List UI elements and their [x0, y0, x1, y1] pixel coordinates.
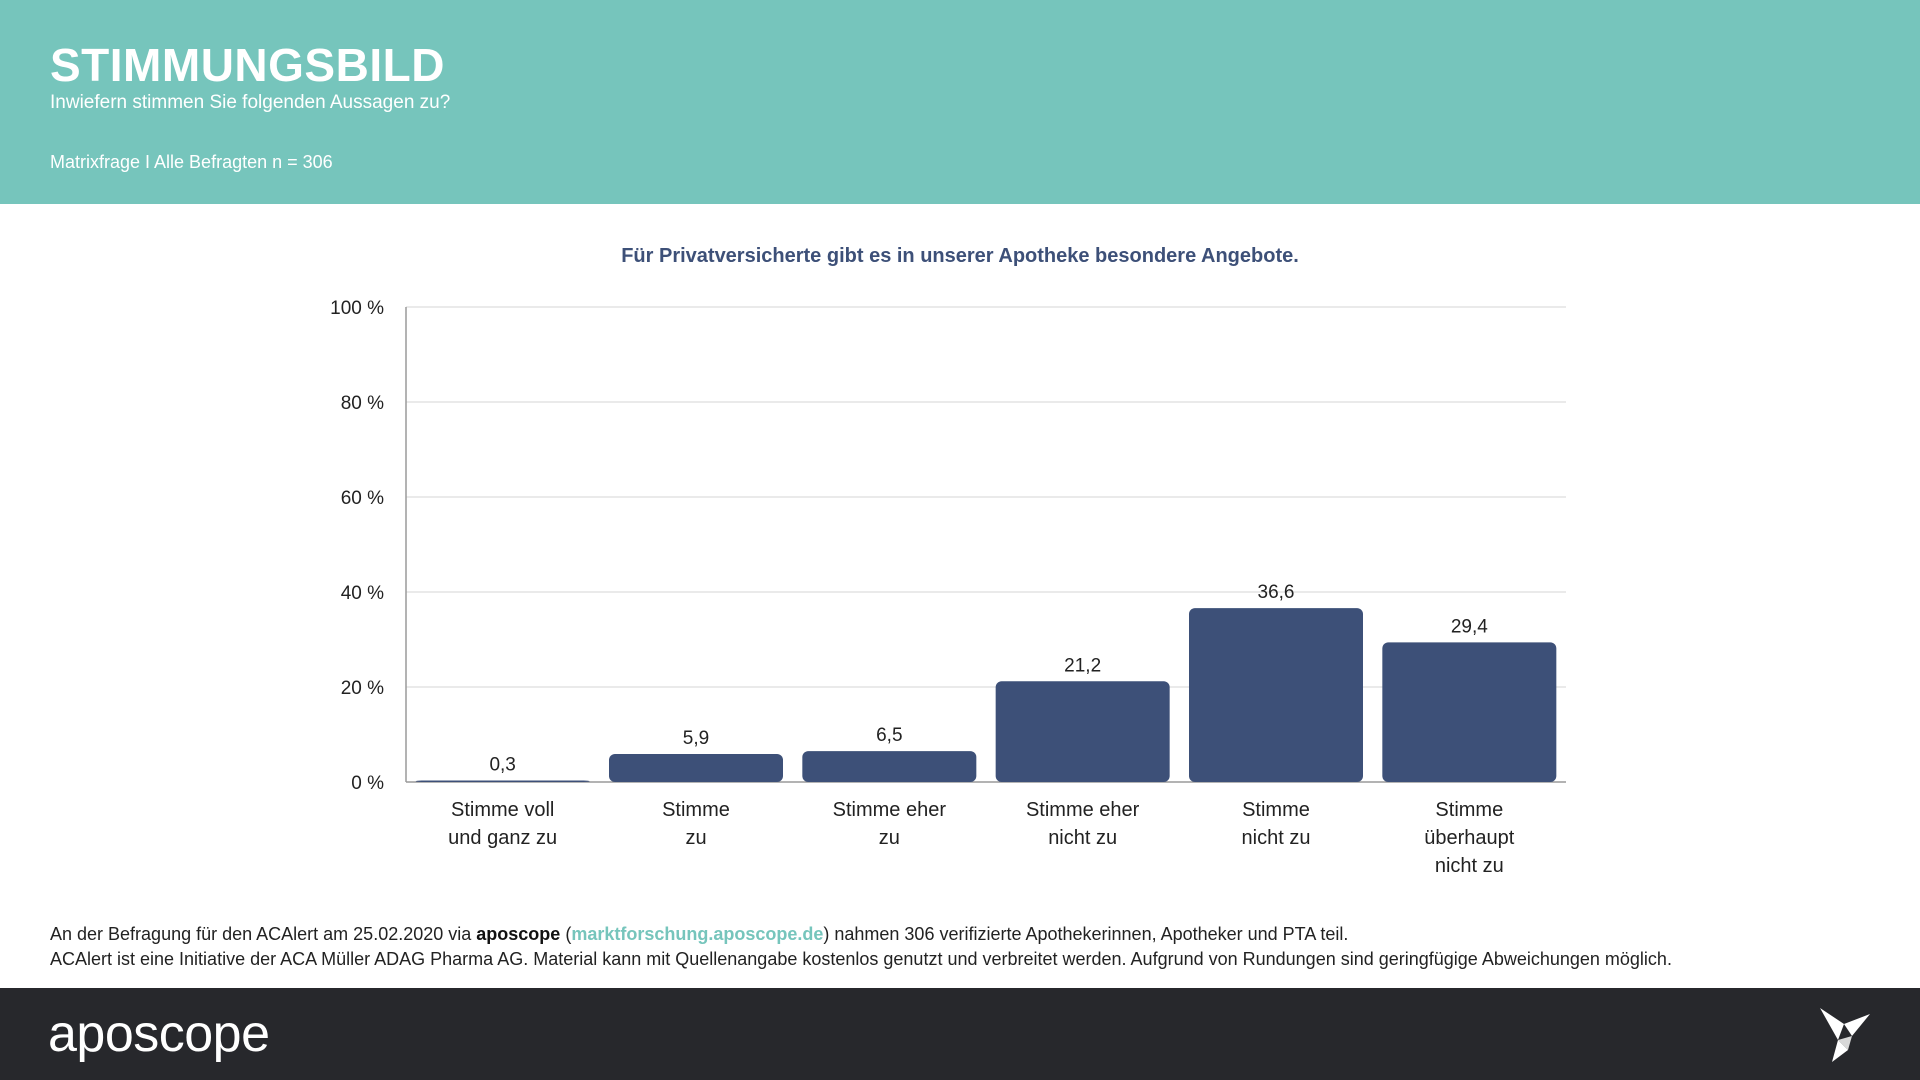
- x-tick-label: und ganz zu: [448, 827, 557, 849]
- sample-info: Matrixfrage I Alle Befragten n = 306: [50, 152, 333, 172]
- aposcope-logo: aposcope: [48, 1005, 270, 1063]
- x-tick-label: Stimme eher: [1026, 799, 1140, 821]
- bird-icon: [1820, 1008, 1870, 1062]
- x-tick-label: Stimme: [1242, 799, 1310, 821]
- bar: [802, 751, 977, 782]
- footnote: An der Befragung für den ACAlert am 25.0…: [50, 922, 1890, 972]
- data-label: 21,2: [1064, 655, 1101, 676]
- y-tick-label: 40 %: [341, 583, 384, 604]
- footer-bar: [0, 988, 1920, 1080]
- x-tick-label: zu: [685, 827, 706, 849]
- footnote-line-2: ACAlert ist eine Initiative der ACA Müll…: [50, 949, 1672, 969]
- bar: [415, 780, 590, 782]
- bar: [609, 753, 783, 782]
- bar: [995, 681, 1170, 782]
- bar: [1382, 642, 1557, 782]
- chart-title: Für Privatversicherte gibt es in unserer…: [621, 245, 1299, 267]
- data-label: 5,9: [683, 728, 709, 749]
- x-tick-label: nicht zu: [1435, 855, 1504, 877]
- y-tick-label: 20 %: [341, 678, 384, 699]
- footnote-text-end: ) nahmen 306 verifizierte Apothekerinnen…: [823, 924, 1349, 944]
- x-tick-label: nicht zu: [1242, 827, 1311, 849]
- footnote-brand: aposcope: [476, 924, 561, 944]
- bar-chart: 0 % 20 % 40 % 60 % 80 % 100 % 0,3 Stimme voll un…: [330, 298, 1566, 877]
- x-tick-label: Stimme: [1435, 799, 1503, 821]
- y-tick-label: 60 %: [341, 488, 384, 509]
- header-banner: STIMMUNGSBILD Inwiefern stimmen Sie folg…: [0, 0, 1920, 204]
- data-label: 36,6: [1258, 582, 1295, 603]
- data-label: 0,3: [489, 755, 515, 776]
- data-label: 29,4: [1451, 616, 1488, 637]
- x-tick-label: zu: [879, 827, 900, 849]
- x-tick-label: Stimme: [662, 799, 730, 821]
- page-subtitle: Inwiefern stimmen Sie folgenden Aussagen…: [50, 92, 451, 113]
- data-label: 6,5: [876, 725, 902, 746]
- x-tick-label: nicht zu: [1048, 827, 1117, 849]
- y-tick-label: 100 %: [330, 298, 384, 319]
- x-tick-label: Stimme voll: [451, 799, 554, 821]
- x-tick-label: überhaupt: [1424, 827, 1515, 849]
- y-tick-label: 80 %: [341, 393, 384, 414]
- footnote-line-1: An der Befragung für den ACAlert am 25.0…: [50, 922, 1890, 947]
- y-tick-label: 0 %: [351, 773, 384, 794]
- bar: [1189, 608, 1363, 782]
- footnote-paren-open: (: [560, 924, 572, 944]
- page-title: STIMMUNGSBILD: [50, 39, 445, 91]
- footnote-text: An der Befragung für den ACAlert am 25.0…: [50, 924, 477, 944]
- footnote-link[interactable]: marktforschung.aposcope.de: [571, 924, 824, 944]
- x-tick-label: Stimme eher: [833, 799, 947, 821]
